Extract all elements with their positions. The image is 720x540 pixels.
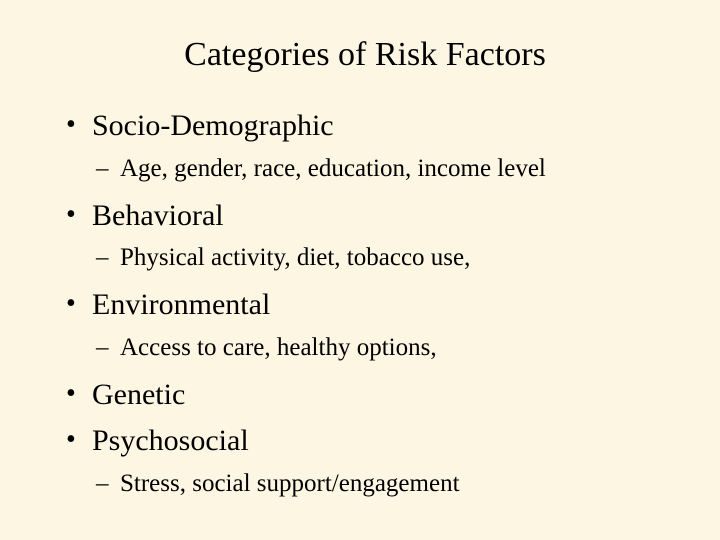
category-item: Socio-Demographic Age, gender, race, edu… bbox=[60, 106, 670, 186]
subcategory-list: Age, gender, race, education, income lev… bbox=[92, 151, 670, 186]
category-label: Genetic bbox=[92, 378, 185, 411]
category-list: Socio-Demographic Age, gender, race, edu… bbox=[60, 106, 670, 501]
category-label: Socio-Demographic bbox=[92, 109, 334, 142]
category-item: Behavioral Physical activity, diet, toba… bbox=[60, 196, 670, 276]
category-label: Psychosocial bbox=[92, 424, 249, 457]
subcategory-list: Stress, social support/engagement bbox=[92, 466, 670, 501]
subcategory-item: Access to care, healthy options, bbox=[92, 330, 670, 365]
subcategory-item: Age, gender, race, education, income lev… bbox=[92, 151, 670, 186]
category-item: Psychosocial Stress, social support/enga… bbox=[60, 421, 670, 501]
slide-title: Categories of Risk Factors bbox=[60, 36, 670, 74]
subcategory-list: Access to care, healthy options, bbox=[92, 330, 670, 365]
subcategory-list: Physical activity, diet, tobacco use, bbox=[92, 240, 670, 275]
category-label: Behavioral bbox=[92, 199, 224, 232]
subcategory-item: Physical activity, diet, tobacco use, bbox=[92, 240, 670, 275]
subcategory-item: Stress, social support/engagement bbox=[92, 466, 670, 501]
category-item: Environmental Access to care, healthy op… bbox=[60, 285, 670, 365]
category-label: Environmental bbox=[92, 288, 270, 321]
category-item: Genetic bbox=[60, 375, 670, 416]
